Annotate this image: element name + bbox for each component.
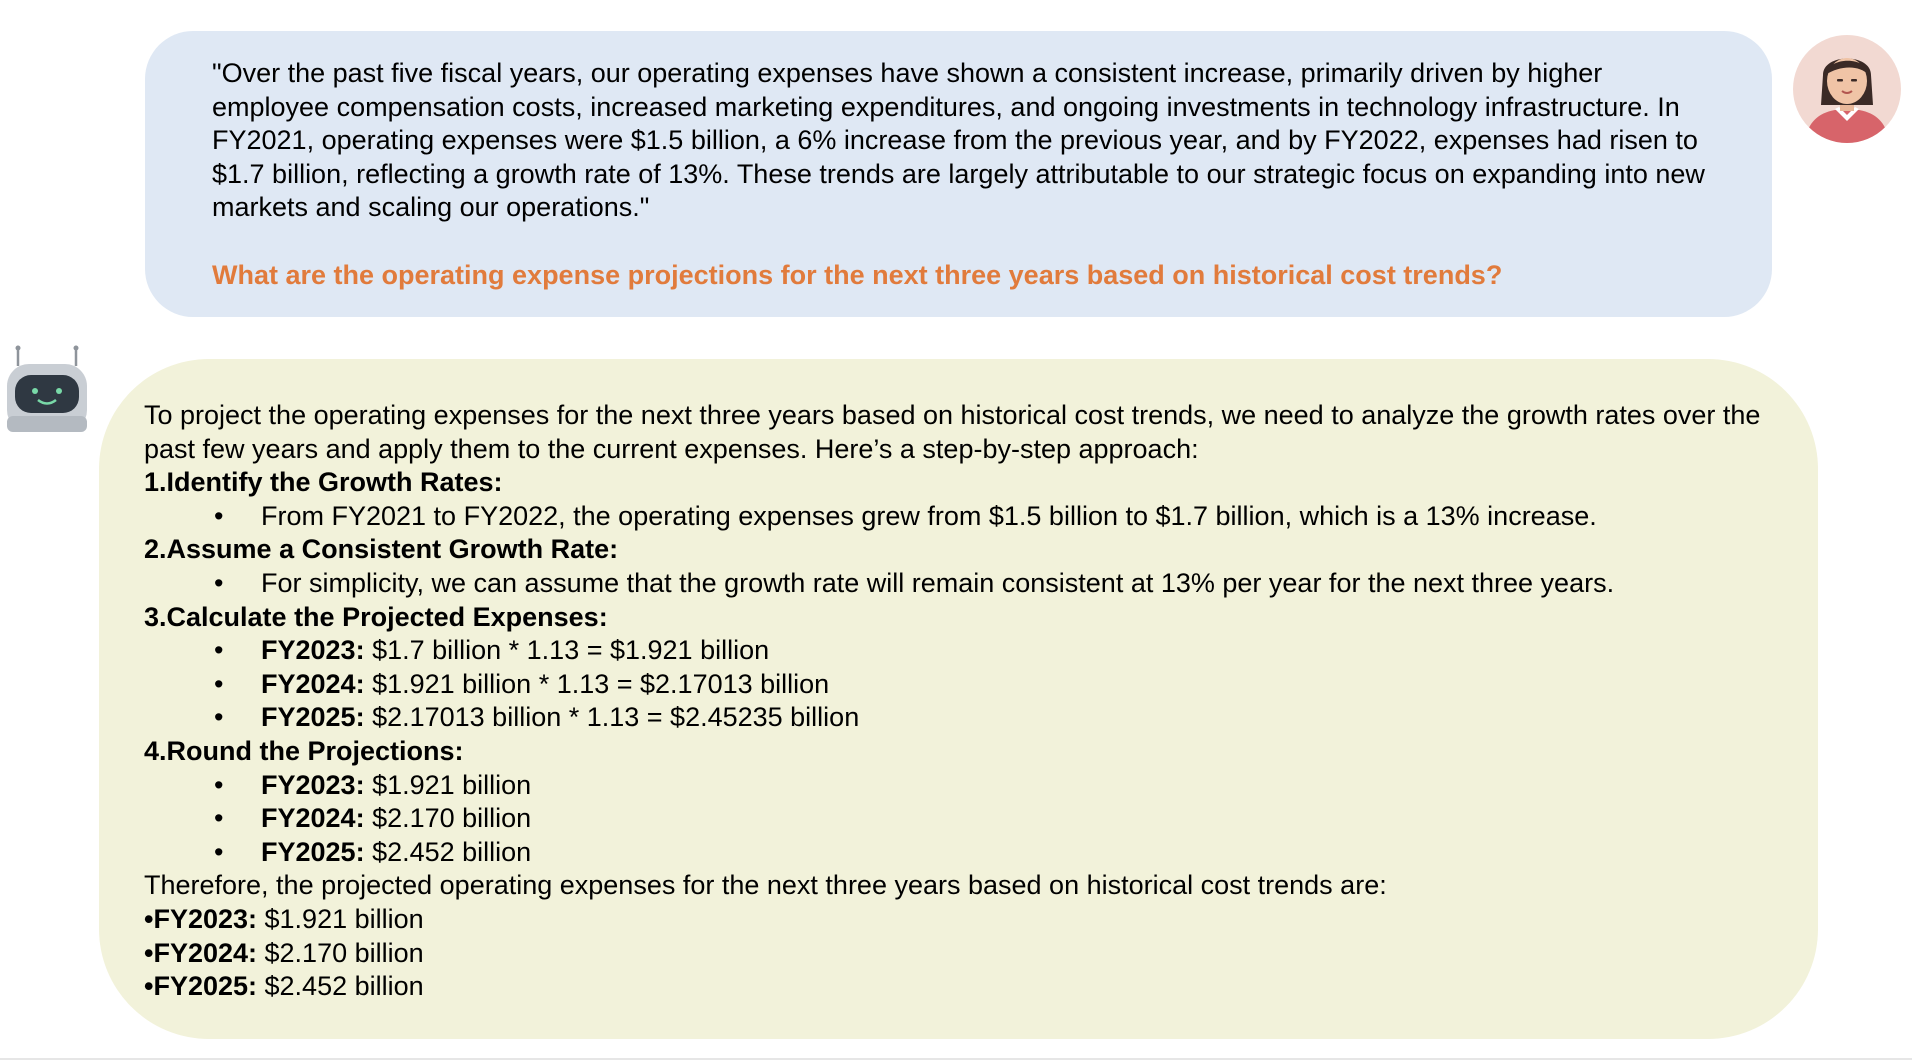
bullet-dot: • <box>214 567 224 598</box>
step-title: 2.Assume a Consistent Growth Rate: <box>144 534 619 565</box>
user-question: What are the operating expense projectio… <box>212 259 1503 290</box>
woman-avatar-icon <box>1793 35 1901 143</box>
list-item-text: For simplicity, we can assume that the g… <box>261 567 1615 598</box>
summary-value: $1.921 billion <box>257 903 424 934</box>
fiscal-year-label: FY2024: <box>261 668 365 699</box>
bullet-dot: • <box>214 769 224 800</box>
bullet-dot: • <box>214 702 224 733</box>
robot-avatar-icon <box>4 344 88 436</box>
list-item-text: $1.921 billion <box>364 769 532 800</box>
bullet-dot: • <box>214 836 224 867</box>
list-item: • For simplicity, we can assume that the … <box>144 567 1788 601</box>
summary-item: •FY2023: $1.921 billion <box>144 903 1788 937</box>
list-item: • FY2023: $1.7 billion * 1.13 = $1.921 bi… <box>144 634 1788 668</box>
step-title: 1.Identify the Growth Rates: <box>144 467 503 498</box>
list-item-text: $1.921 billion * 1.13 = $2.17013 billion <box>364 668 830 699</box>
fiscal-year-label: FY2025: <box>261 836 365 867</box>
list-item: • FY2023: $1.921 billion <box>144 769 1788 803</box>
summary-value: $2.170 billion <box>257 937 424 968</box>
step-title: 4.Round the Projections: <box>144 735 464 766</box>
fiscal-year-label: FY2023: <box>261 635 365 666</box>
list-item-text: $2.170 billion <box>364 803 532 834</box>
list-item: • FY2024: $1.921 billion * 1.13 = $2.1701… <box>144 668 1788 702</box>
assistant-message-bubble: To project the operating expenses for th… <box>99 359 1818 1039</box>
summary-label: •FY2023: <box>144 903 258 934</box>
list-item: • From FY2021 to FY2022, the operating ex… <box>144 500 1788 534</box>
list-item-text: $2.452 billion <box>364 836 532 867</box>
fiscal-year-label: FY2025: <box>261 702 365 733</box>
fiscal-year-label: FY2023: <box>261 769 365 800</box>
fiscal-year-label: FY2024: <box>261 803 365 834</box>
summary-item: •FY2024: $2.170 billion <box>144 937 1788 971</box>
bottom-divider <box>0 1058 1912 1060</box>
user-message-bubble: "Over the past five fiscal years, our op… <box>145 31 1772 317</box>
bullet-dot: • <box>214 500 224 531</box>
list-item: • FY2025: $2.452 billion <box>144 836 1788 870</box>
summary-label: •FY2025: <box>144 971 258 1002</box>
list-item: • FY2024: $2.170 billion <box>144 802 1788 836</box>
list-item: • FY2025: $2.17013 billion * 1.13 = $2.45… <box>144 701 1788 735</box>
bullet-dot: • <box>214 635 224 666</box>
user-quoted-context: "Over the past five fiscal years, our op… <box>212 58 1705 223</box>
list-item-text: From FY2021 to FY2022, the operating exp… <box>261 500 1597 531</box>
summary-value: $2.452 billion <box>257 971 424 1002</box>
summary-item: •FY2025: $2.452 billion <box>144 970 1788 1004</box>
bullet-dot: • <box>214 668 224 699</box>
step-title: 3.Calculate the Projected Expenses: <box>144 601 608 632</box>
summary-label: •FY2024: <box>144 937 258 968</box>
assistant-conclusion: Therefore, the projected operating expen… <box>144 870 1387 901</box>
list-item-text: $2.17013 billion * 1.13 = $2.45235 billi… <box>364 702 860 733</box>
list-item-text: $1.7 billion * 1.13 = $1.921 billion <box>364 635 770 666</box>
assistant-intro: To project the operating expenses for th… <box>144 400 1761 464</box>
bullet-dot: • <box>214 803 224 834</box>
